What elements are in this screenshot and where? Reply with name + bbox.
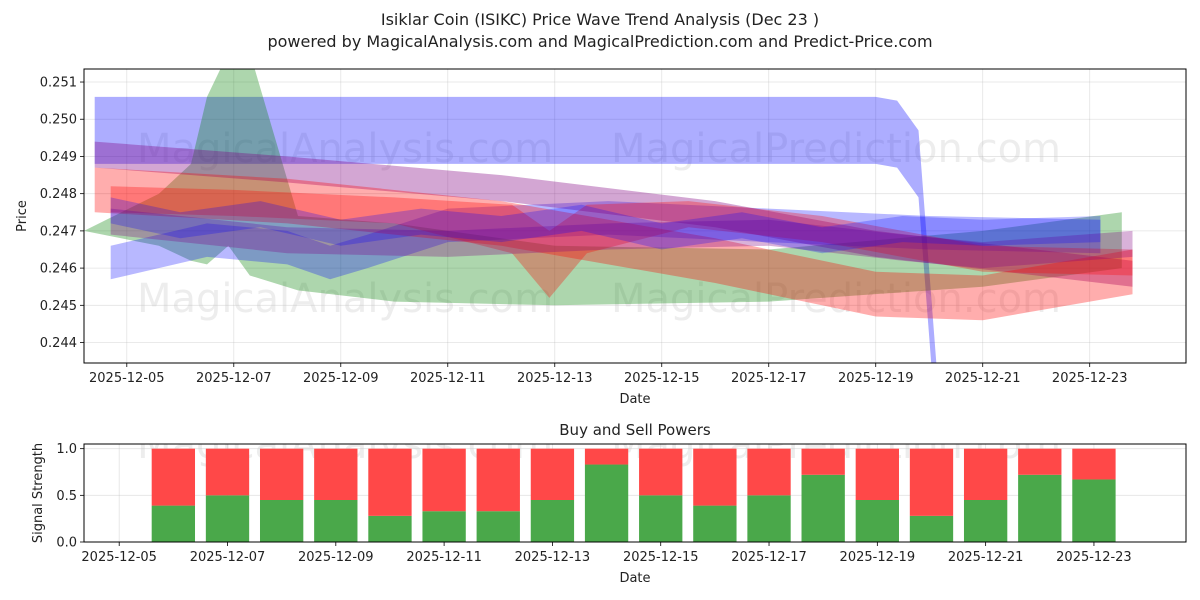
price-x-ticks: 2025-12-05 2025-12-07 2025-12-09 2025-12-11… — [89, 363, 1127, 386]
x-tick-label: 2025-12-11 — [406, 550, 482, 565]
x-tick-label: 2025-12-09 — [303, 371, 379, 386]
buy-bar — [476, 511, 520, 542]
x-tick-label: 2025-12-19 — [840, 550, 916, 565]
sell-bar — [1018, 448, 1062, 475]
buy-bar — [1072, 479, 1116, 542]
buy-bar — [639, 495, 683, 542]
purple-wave-1-band — [94, 141, 1133, 287]
buy-bar — [368, 515, 412, 542]
y-tick-label: 0.246 — [40, 262, 77, 277]
x-tick-label: 2025-12-09 — [298, 550, 374, 565]
y-tick-label: 0.245 — [40, 299, 77, 314]
chart-title: Isiklar Coin (ISIKC) Price Wave Trend An… — [381, 10, 819, 29]
y-tick-label: 0.250 — [40, 113, 77, 128]
signal-bars — [151, 448, 1116, 542]
sell-bar — [747, 448, 791, 496]
signal-y-axis-label: Signal Strength — [31, 443, 46, 543]
buy-bar — [963, 500, 1008, 542]
y-tick-label: 1.0 — [56, 442, 77, 457]
buy-bar — [530, 500, 575, 542]
sell-bar — [476, 448, 520, 512]
green-wave-1-band — [84, 69, 1122, 306]
sell-bar — [801, 448, 845, 475]
signal-y-ticks: 0.0 0.5 1.0 — [56, 442, 84, 551]
sell-bar — [151, 448, 196, 506]
sell-bar — [1072, 448, 1116, 480]
sell-bar — [855, 448, 899, 500]
buy-bar — [1018, 474, 1062, 542]
price-plot-area — [84, 69, 1186, 363]
price-axes-frame — [83, 68, 1187, 364]
x-tick-label: 2025-12-21 — [945, 371, 1021, 386]
price-y-ticks: 0.244 0.245 0.246 0.247 0.248 0.249 0.250 0.251 — [40, 76, 84, 351]
sell-bar — [314, 448, 358, 500]
x-tick-label: 2025-12-23 — [1056, 550, 1132, 565]
sell-bar — [368, 448, 412, 516]
buy-bar — [909, 515, 954, 542]
watermark: MagicalAnalysis.com — [137, 126, 553, 172]
signal-chart-title: Buy and Sell Powers — [559, 421, 711, 439]
price-gridlines — [84, 69, 1186, 363]
sell-bar — [259, 448, 304, 500]
y-tick-label: 0.247 — [40, 224, 77, 239]
price-wave-bands — [84, 69, 1133, 363]
price-x-axis-label: Date — [619, 392, 650, 407]
x-tick-label: 2025-12-07 — [196, 371, 272, 386]
sell-bar — [963, 448, 1008, 500]
x-tick-label: 2025-12-05 — [89, 371, 165, 386]
y-tick-label: 0.249 — [40, 150, 77, 165]
y-tick-label: 0.0 — [56, 536, 77, 551]
x-tick-label: 2025-12-15 — [624, 371, 700, 386]
x-tick-label: 2025-12-19 — [838, 371, 914, 386]
buy-bar — [855, 500, 899, 542]
signal-panel: Buy and Sell Powers MagicalAnalysis.com … — [31, 421, 1187, 586]
sell-bar — [909, 448, 954, 516]
signal-x-ticks: 2025-12-05 2025-12-07 2025-12-09 2025-12-11… — [81, 542, 1132, 565]
red-wave-1-band — [94, 167, 1133, 321]
buy-bar — [747, 495, 791, 542]
x-tick-label: 2025-12-17 — [731, 550, 807, 565]
chart-subtitle: powered by MagicalAnalysis.com and Magic… — [267, 32, 932, 51]
y-tick-label: 0.248 — [40, 187, 77, 202]
x-tick-label: 2025-12-07 — [190, 550, 266, 565]
buy-bar — [584, 464, 629, 542]
watermark: MagicalAnalysis.com — [137, 276, 553, 322]
buy-bar — [205, 495, 250, 542]
sell-bar — [584, 448, 629, 465]
buy-bar — [314, 500, 358, 542]
x-tick-label: 2025-12-05 — [81, 550, 157, 565]
x-tick-label: 2025-12-23 — [1052, 371, 1128, 386]
x-tick-label: 2025-12-15 — [623, 550, 699, 565]
signal-axes-frame — [83, 443, 1187, 543]
y-tick-label: 0.251 — [40, 76, 77, 91]
x-tick-label: 2025-12-17 — [731, 371, 807, 386]
buy-bar — [693, 505, 737, 542]
buy-bar — [259, 500, 304, 542]
red-wave-2-band — [110, 186, 1133, 298]
sell-bar — [639, 448, 683, 496]
price-y-axis-label: Price — [15, 200, 30, 232]
blue-wave-3-band — [110, 197, 1101, 254]
y-tick-label: 0.244 — [40, 336, 77, 351]
x-tick-label: 2025-12-13 — [517, 371, 593, 386]
buy-bar — [422, 511, 466, 542]
blue-wave-1-band — [94, 96, 937, 363]
sell-bar — [530, 448, 575, 500]
signal-x-axis-label: Date — [619, 571, 650, 586]
watermark: MagicalPrediction.com — [611, 126, 1061, 172]
x-tick-label: 2025-12-21 — [948, 550, 1024, 565]
sell-bar — [422, 448, 466, 512]
watermark: MagicalPrediction.com — [611, 276, 1061, 322]
blue-wave-2-band — [110, 201, 1101, 280]
x-tick-label: 2025-12-13 — [515, 550, 591, 565]
price-panel: MagicalAnalysis.com MagicalPrediction.co… — [15, 68, 1187, 407]
sell-bar — [205, 448, 250, 496]
purple-wave-2-band — [110, 208, 1133, 269]
sell-bar — [693, 448, 737, 506]
buy-bar — [801, 474, 845, 542]
x-tick-label: 2025-12-11 — [410, 371, 486, 386]
buy-bar — [151, 505, 196, 542]
y-tick-label: 0.5 — [56, 489, 77, 504]
